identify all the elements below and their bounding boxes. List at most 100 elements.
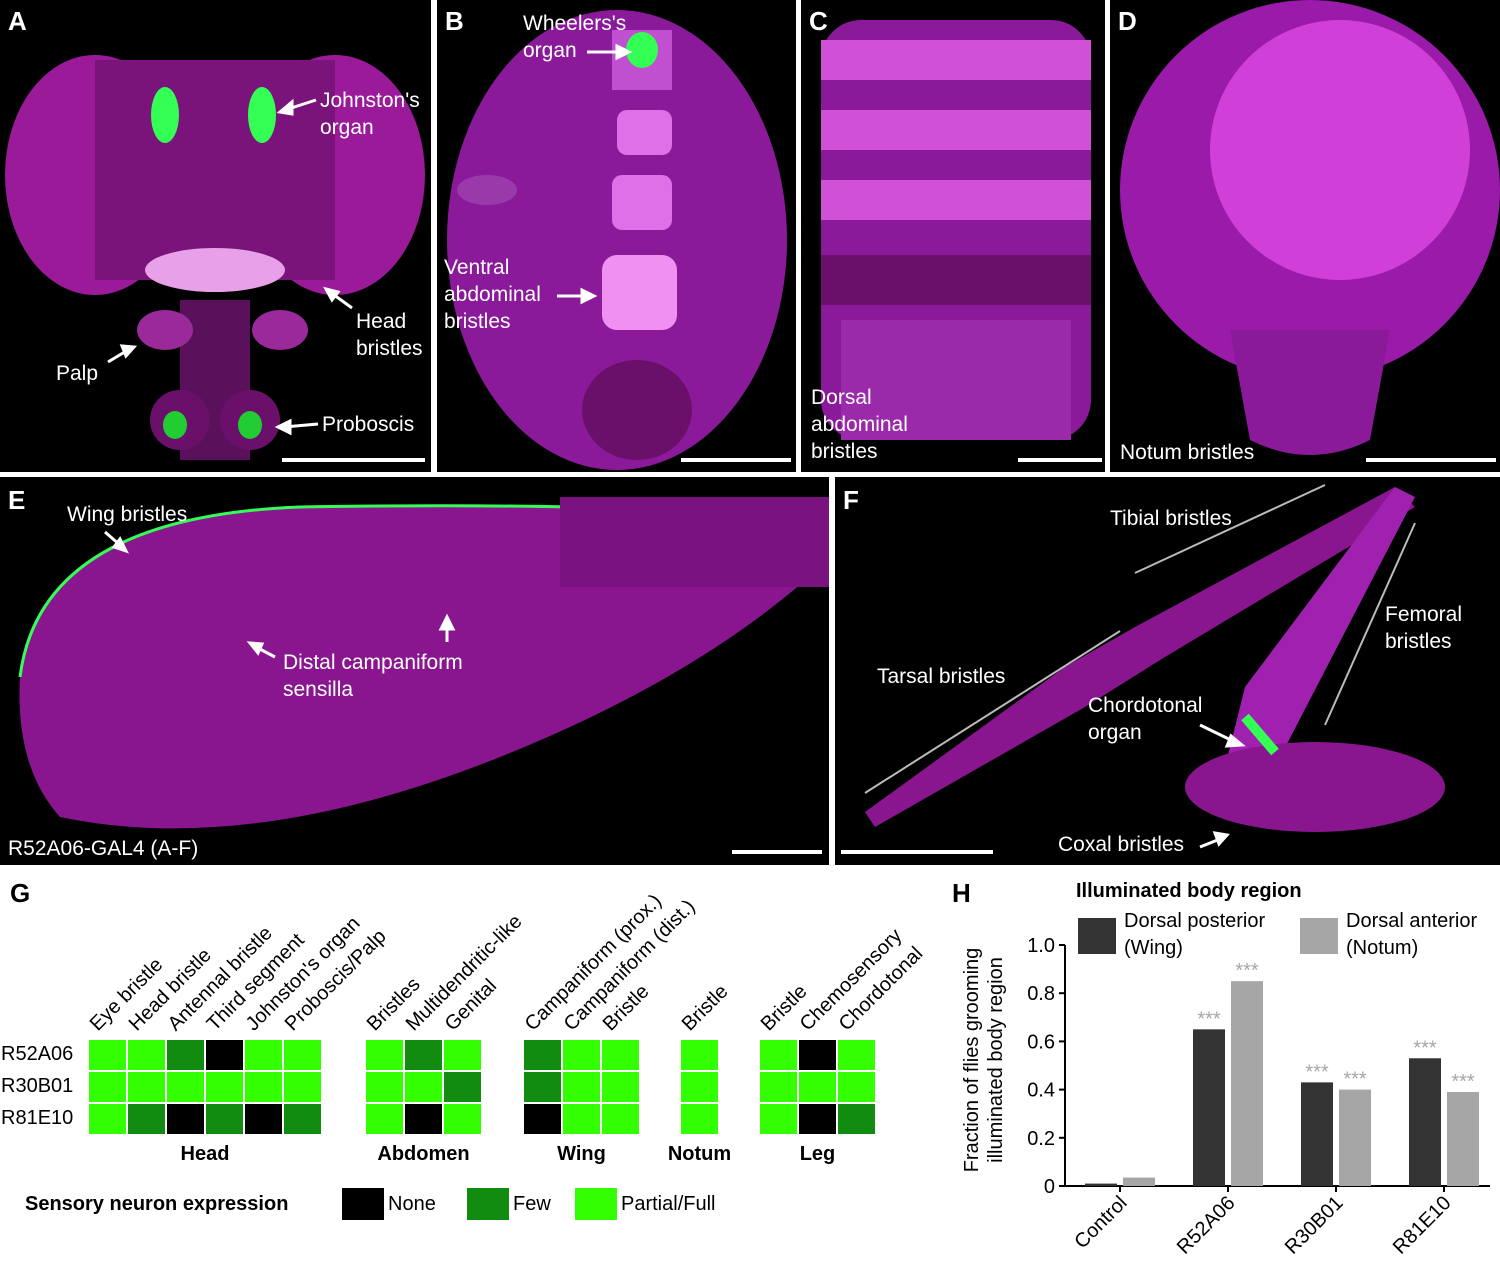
- heatmap-cell: [680, 1103, 719, 1135]
- panel-f: F Tibial bristles Femoral bristles Tarsa…: [835, 477, 1500, 865]
- y-tick-label: 0.6: [1027, 1031, 1055, 1053]
- heatmap-cell: [837, 1103, 876, 1135]
- panel-d: D Notum bristles: [1110, 0, 1500, 472]
- y-tick-label: 0.8: [1027, 983, 1055, 1005]
- chart-title: Illuminated body region: [1076, 880, 1302, 902]
- chordotonal-organ-label: Chordotonal organ: [1088, 694, 1203, 744]
- legend-title: Sensory neuron expression: [25, 1193, 289, 1215]
- proboscis-label: Proboscis: [322, 413, 415, 436]
- panel-letter-g: G: [10, 878, 31, 908]
- y-tick-label: 0: [1044, 1176, 1055, 1198]
- heatmap-cell: [166, 1039, 205, 1071]
- heatmap-cell: [404, 1039, 443, 1071]
- significance-label: ***: [1413, 1037, 1437, 1059]
- legend-label-wing: Dorsal posterior (Wing): [1124, 910, 1266, 959]
- heatmap-cell: [798, 1071, 837, 1103]
- panel-a: A Johnston's organ Head bristles Palp Pr…: [0, 0, 431, 472]
- heatmap-cell: [680, 1039, 719, 1071]
- group-label: Notum: [667, 1143, 732, 1165]
- legend-swatch-notum: [1300, 918, 1338, 954]
- significance-label: ***: [1235, 960, 1259, 982]
- bar: [1231, 981, 1263, 1186]
- heatmap-cell: [283, 1103, 322, 1135]
- bar: [1085, 1183, 1117, 1186]
- heatmap-cell: [205, 1103, 244, 1135]
- heatmap-cell: [523, 1071, 562, 1103]
- group-label: Head: [180, 1143, 230, 1165]
- wing-bristles-label: Wing bristles: [67, 503, 188, 526]
- heatmap-cell: [244, 1071, 283, 1103]
- heatmap-cell: [562, 1103, 601, 1135]
- ventral-abdomen-image: [447, 10, 787, 470]
- distal-campaniform-label: Distal campaniform sensilla: [283, 651, 463, 701]
- heatmap-cell: [601, 1103, 640, 1135]
- x-tick-label: R81E10: [1389, 1192, 1456, 1259]
- heatmap-cell: [283, 1071, 322, 1103]
- ventral-bristles-label: Ventral abdominal bristles: [444, 256, 541, 333]
- y-tick-label: 1.0: [1027, 935, 1055, 957]
- genotype-label: R52A06-GAL4 (A-F): [8, 837, 199, 860]
- heatmap-cell: [443, 1071, 482, 1103]
- heatmap-cell: [365, 1103, 404, 1135]
- heatmap-cell: [443, 1103, 482, 1135]
- heatmap-cell: [404, 1103, 443, 1135]
- heatmap-cell: [205, 1071, 244, 1103]
- heatmap-cell: [127, 1071, 166, 1103]
- heatmap-cell: [244, 1103, 283, 1135]
- heatmap-cell: [404, 1071, 443, 1103]
- heatmap-cell: [523, 1103, 562, 1135]
- heatmap-cell: [680, 1071, 719, 1103]
- heatmap-cell: [244, 1039, 283, 1071]
- panel-e-arrows: [104, 530, 456, 659]
- heatmap-cell: [205, 1039, 244, 1071]
- heatmap-cell: [523, 1039, 562, 1071]
- bar: [1123, 1177, 1155, 1186]
- heatmap-cell: [798, 1103, 837, 1135]
- heatmap-cell: [562, 1071, 601, 1103]
- scale-bar: [841, 850, 993, 854]
- heatmap-cell: [88, 1071, 127, 1103]
- leg-image: [865, 487, 1445, 832]
- scale-bar: [1366, 458, 1496, 462]
- heatmap-cell: [166, 1103, 205, 1135]
- heatmap-cell: [127, 1039, 166, 1071]
- row-label: R52A06: [1, 1043, 74, 1065]
- tarsal-bristles-label: Tarsal bristles: [877, 665, 1006, 688]
- group-label: Leg: [799, 1143, 836, 1165]
- significance-label: ***: [1197, 1008, 1221, 1030]
- panel-letter-b: B: [445, 6, 464, 36]
- group-label: Abdomen: [377, 1143, 470, 1165]
- dorsal-bristles-label: Dorsal abdominal bristles: [811, 386, 908, 463]
- panel-letter-a: A: [8, 6, 27, 36]
- panel-c: C Dorsal abdominal bristles: [801, 0, 1105, 472]
- legend-label-notum: Dorsal anterior (Notum): [1346, 910, 1478, 959]
- heatmap-cell: [759, 1039, 798, 1071]
- heatmap-cell: [365, 1039, 404, 1071]
- legend-label-partial: Partial/Full: [621, 1193, 716, 1215]
- legend-label-few: Few: [513, 1193, 551, 1215]
- y-axis-label: Fraction of flies grooming illuminated b…: [961, 947, 1007, 1173]
- legend-swatch-none: [342, 1188, 384, 1220]
- tibial-bristles-label: Tibial bristles: [1110, 507, 1232, 530]
- heatmap-cell: [88, 1103, 127, 1135]
- heatmap-cell: [88, 1039, 127, 1071]
- heatmap-cell: [837, 1039, 876, 1071]
- bar: [1409, 1058, 1441, 1186]
- scale-bar: [681, 458, 791, 462]
- bar: [1193, 1029, 1225, 1186]
- bar: [1447, 1092, 1479, 1186]
- coxal-bristles-label: Coxal bristles: [1058, 833, 1185, 856]
- panel-letter-e: E: [8, 485, 26, 515]
- legend-swatch-wing: [1078, 918, 1116, 954]
- wheelers-organ-label: Wheelers's organ: [523, 12, 627, 62]
- heatmap-cell: [127, 1103, 166, 1135]
- legend-label-none: None: [388, 1193, 436, 1215]
- row-label: R81E10: [1, 1107, 74, 1129]
- notum-image: [1120, 0, 1500, 455]
- x-tick-label: R52A06: [1173, 1192, 1240, 1259]
- y-tick-label: 0.4: [1027, 1080, 1055, 1102]
- heatmap-cell: [601, 1071, 640, 1103]
- panel-letter-f: F: [843, 485, 859, 515]
- x-tick-label: Control: [1070, 1192, 1131, 1253]
- heatmap-cell: [365, 1071, 404, 1103]
